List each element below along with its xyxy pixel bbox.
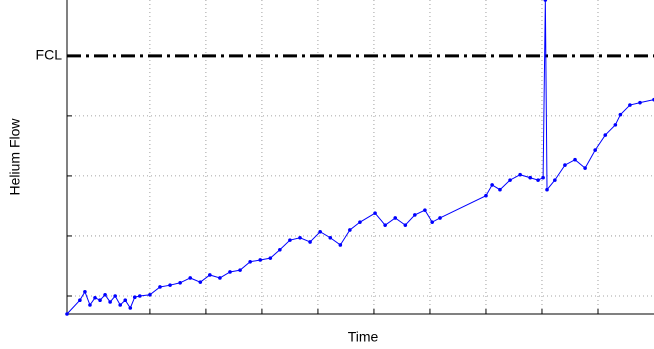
data-point: [113, 294, 117, 298]
data-point: [93, 295, 97, 300]
data-point: [148, 292, 152, 297]
data-point: [528, 175, 533, 180]
data-point: [278, 247, 282, 252]
data-point: [108, 300, 112, 304]
data-point: [308, 240, 312, 244]
data-point: [536, 178, 540, 182]
data-point: [373, 211, 377, 215]
data-point: [545, 187, 549, 192]
data-point: [393, 216, 398, 220]
data-point: [318, 229, 322, 234]
data-point: [498, 187, 502, 192]
data-point: [430, 220, 434, 224]
data-point: [541, 175, 545, 180]
data-point: [198, 280, 203, 284]
data-point: [188, 276, 193, 280]
data-point: [543, 0, 548, 2]
data-point: [603, 133, 608, 137]
data-point: [228, 270, 232, 274]
data-point: [413, 213, 417, 217]
data-point: [268, 256, 273, 260]
data-point: [438, 216, 442, 220]
data-point: [563, 163, 567, 167]
data-point: [88, 303, 92, 307]
data-point: [168, 283, 172, 287]
data-point: [338, 243, 343, 247]
data-point: [328, 235, 333, 240]
data-point: [218, 276, 222, 280]
data-point: [98, 298, 102, 302]
x-axis-label: Time: [348, 329, 379, 345]
data-point: [358, 220, 362, 224]
data-point: [123, 298, 128, 302]
data-point: [553, 178, 557, 182]
data-point: [83, 289, 87, 294]
data-point: [158, 285, 162, 289]
data-point: [103, 292, 107, 297]
y-axis-label: Helium Flow: [7, 118, 23, 196]
data-point: [593, 148, 597, 152]
data-point: [573, 157, 577, 162]
data-point: [118, 303, 123, 307]
data-point: [613, 123, 618, 127]
data-point: [490, 183, 494, 187]
data-point: [258, 258, 263, 262]
data-point: [128, 306, 133, 310]
data-point: [348, 228, 352, 232]
data-point: [383, 223, 387, 227]
data-point: [518, 172, 522, 177]
data-point: [132, 295, 137, 299]
data-line: [66, 0, 654, 315]
data-point: [238, 268, 242, 272]
data-point: [65, 312, 69, 316]
data-point: [628, 103, 632, 107]
data-point: [288, 238, 292, 242]
data-point: [508, 178, 512, 182]
data-point: [178, 280, 182, 285]
reference-label: FCL: [36, 47, 63, 63]
data-point: [618, 112, 623, 117]
data-point: [403, 223, 408, 227]
data-point: [423, 208, 427, 212]
data-point: [78, 298, 82, 302]
data-point: [484, 193, 488, 198]
data-point: [298, 235, 302, 240]
data-point: [583, 166, 587, 170]
data-point: [208, 273, 212, 277]
data-point: [638, 100, 642, 105]
data-point: [248, 259, 252, 264]
data-point: [138, 294, 142, 298]
